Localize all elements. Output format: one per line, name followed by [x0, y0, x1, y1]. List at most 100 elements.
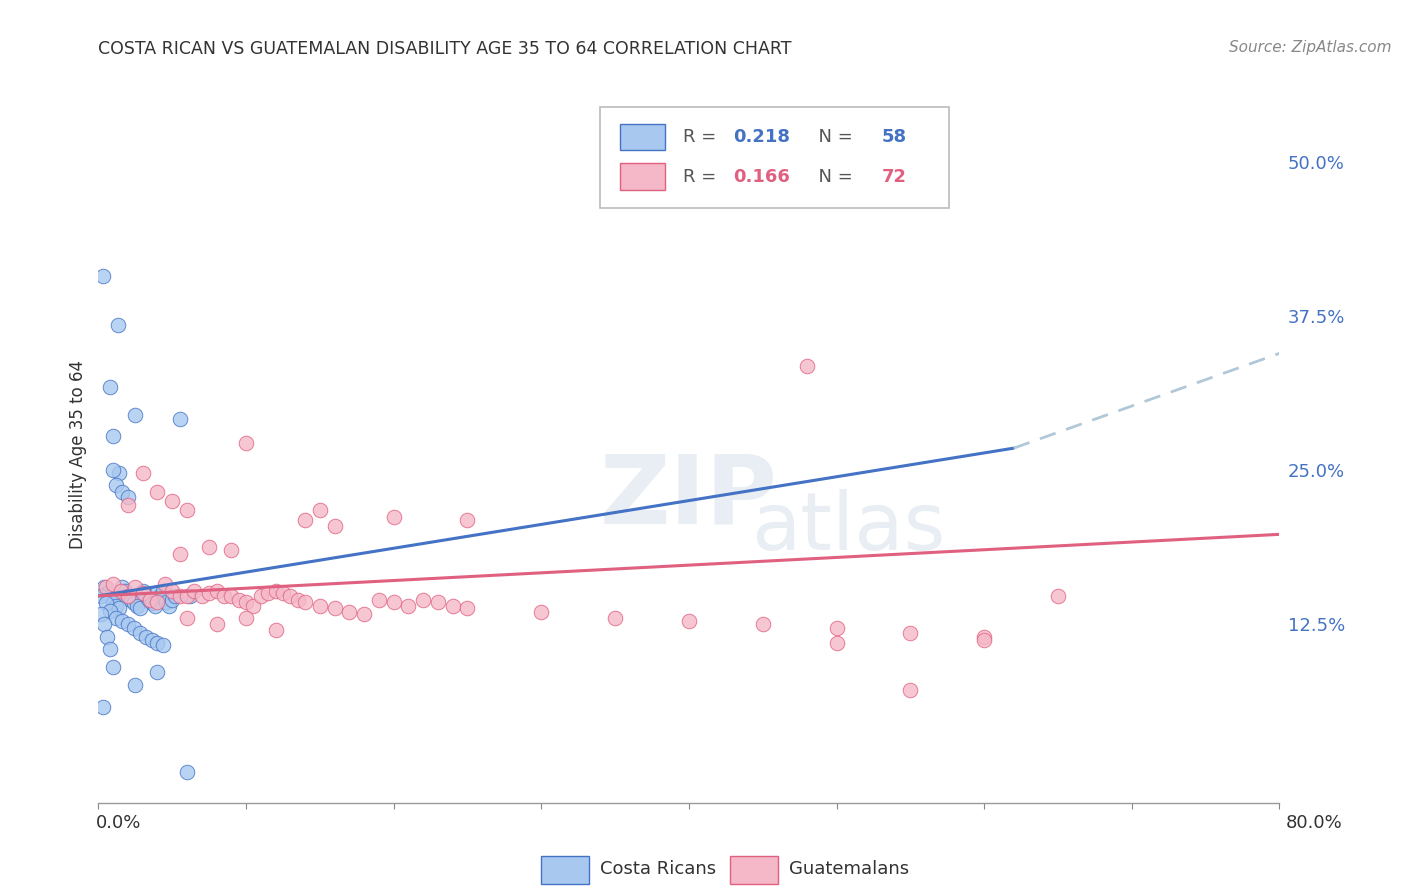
Point: [278, 589, 302, 603]
Text: COSTA RICAN VS GUATEMALAN DISABILITY AGE 35 TO 64 CORRELATION CHART: COSTA RICAN VS GUATEMALAN DISABILITY AGE…: [98, 40, 792, 58]
Point: [900, 625, 922, 640]
Point: [117, 589, 139, 603]
FancyBboxPatch shape: [600, 107, 949, 208]
Point: [103, 463, 125, 477]
Point: [155, 595, 177, 609]
Bar: [620, 124, 665, 150]
Point: [108, 601, 131, 615]
Point: [141, 596, 163, 610]
Point: [162, 584, 183, 599]
Point: [120, 592, 142, 607]
Point: [90, 589, 112, 603]
Point: [162, 494, 183, 508]
Point: [323, 518, 346, 533]
Point: [169, 547, 191, 561]
Point: [176, 589, 198, 603]
Point: [605, 611, 627, 625]
Point: [900, 682, 922, 697]
Text: Guatemalans: Guatemalans: [789, 860, 910, 878]
Text: 72: 72: [882, 168, 907, 186]
Point: [825, 621, 848, 635]
Bar: [620, 163, 665, 190]
Point: [98, 604, 121, 618]
Point: [751, 617, 773, 632]
Point: [111, 485, 134, 500]
Point: [412, 592, 434, 607]
Point: [219, 543, 242, 558]
Point: [146, 595, 169, 609]
Point: [98, 379, 121, 393]
Point: [323, 601, 346, 615]
Point: [153, 576, 176, 591]
Point: [152, 584, 174, 599]
Point: [973, 633, 995, 648]
Point: [235, 436, 257, 450]
Point: [128, 601, 150, 615]
Point: [117, 491, 139, 505]
Bar: [730, 856, 778, 884]
Point: [339, 605, 360, 619]
Point: [117, 589, 139, 603]
Point: [264, 624, 287, 638]
Point: [122, 596, 145, 610]
Point: [396, 599, 419, 613]
Point: [105, 611, 128, 625]
Point: [250, 589, 273, 603]
Point: [456, 601, 478, 615]
Point: [103, 429, 125, 443]
Point: [242, 599, 264, 613]
Point: [235, 595, 257, 609]
Point: [149, 589, 172, 603]
Point: [111, 614, 134, 628]
Point: [165, 589, 187, 603]
Text: N =: N =: [807, 128, 859, 146]
Point: [162, 592, 183, 607]
Point: [117, 617, 139, 632]
Point: [141, 633, 163, 648]
Point: [132, 584, 155, 599]
Point: [114, 584, 136, 599]
Point: [179, 589, 201, 603]
Point: [456, 512, 478, 526]
Point: [169, 589, 191, 603]
Point: [93, 617, 115, 632]
Point: [138, 592, 160, 607]
Point: [205, 584, 228, 599]
Point: [176, 502, 198, 516]
Point: [103, 660, 125, 674]
Point: [157, 599, 180, 613]
Point: [103, 576, 125, 591]
Point: [111, 580, 134, 594]
Point: [825, 636, 848, 650]
Point: [98, 589, 121, 603]
Point: [205, 617, 228, 632]
Point: [117, 498, 139, 512]
Point: [124, 677, 146, 691]
Point: [146, 665, 169, 680]
Point: [271, 586, 294, 600]
Point: [143, 599, 166, 613]
Text: Costa Ricans: Costa Ricans: [600, 860, 717, 878]
Point: [530, 605, 553, 619]
Text: atlas: atlas: [751, 489, 946, 567]
Point: [152, 638, 174, 652]
Point: [353, 607, 375, 622]
Point: [176, 611, 198, 625]
Point: [294, 595, 316, 609]
Point: [287, 592, 309, 607]
Point: [91, 699, 114, 714]
Point: [110, 584, 132, 599]
Y-axis label: Disability Age 35 to 64: Disability Age 35 to 64: [69, 360, 87, 549]
Point: [264, 584, 287, 599]
Point: [198, 540, 221, 554]
Point: [441, 599, 464, 613]
Point: [973, 630, 995, 644]
Point: [191, 589, 214, 603]
Point: [176, 764, 198, 779]
Point: [90, 607, 112, 622]
Point: [124, 580, 146, 594]
Point: [678, 614, 700, 628]
Point: [98, 641, 121, 656]
Point: [796, 359, 818, 373]
Point: [105, 478, 128, 492]
